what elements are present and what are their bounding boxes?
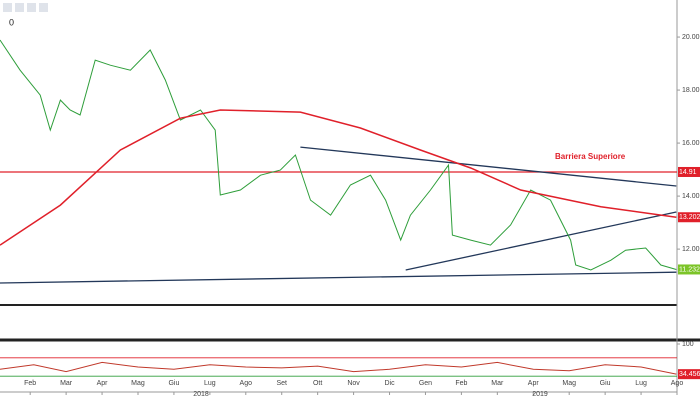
last-value-tag-bg [678,212,700,223]
x-tick-label: Lug [635,380,647,387]
last-value-tag-bg [678,369,700,380]
counter: 0 [9,17,14,27]
year-label: 2019 [532,391,548,398]
tool-icon[interactable] [3,3,12,12]
x-tick-label: Ago [671,380,684,387]
series-line [0,361,677,375]
x-tick-label: Set [276,380,287,387]
x-tick-label: Dic [384,380,395,387]
x-tick-label: Mar [491,380,504,387]
toolbar: 0 [3,3,48,27]
y-tick-label: 100 [682,341,694,348]
x-tick-label: Feb [455,380,467,387]
x-tick-label: Ott [313,380,322,387]
y-tick-label: 20.00 [682,34,700,41]
x-tick-label: Mag [131,380,145,387]
trend-line [405,211,677,271]
x-tick-label: Ago [240,380,253,387]
x-tick-label: Giu [168,380,179,387]
last-value-tag: 34.4566 [679,371,700,378]
year-label: 2018 [193,391,209,398]
tool-icon[interactable] [15,3,24,12]
x-tick-label: Lug [204,380,216,387]
x-tick-label: Nov [347,380,360,387]
tool-icon[interactable] [39,3,48,12]
x-tick-label: Mar [60,380,73,387]
x-tick-label: Gen [419,380,432,387]
trend-line [300,146,677,187]
annotation: Barriera Superiore [555,152,626,161]
x-tick-label: Mag [562,380,576,387]
trend-line [0,271,677,284]
level-tag-bg [678,166,700,177]
x-tick-label: Feb [24,380,36,387]
last-value-tag-bg [678,264,700,275]
x-tick-label: Apr [528,380,540,387]
x-tick-label: Giu [600,380,611,387]
tool-icon[interactable] [27,3,36,12]
y-tick-label: 16.00 [682,140,700,147]
last-value-tag: 13.2021 [679,214,700,221]
series-line [0,109,677,246]
x-tick-label: Apr [97,380,109,387]
y-tick-label: 12.00 [682,246,700,253]
level-tag: 14.91 [679,169,697,176]
last-value-tag: 11.232 [679,266,700,273]
series-line [0,39,677,271]
y-tick-label: 14.00 [682,193,700,200]
y-tick-label: 18.00 [682,87,700,94]
